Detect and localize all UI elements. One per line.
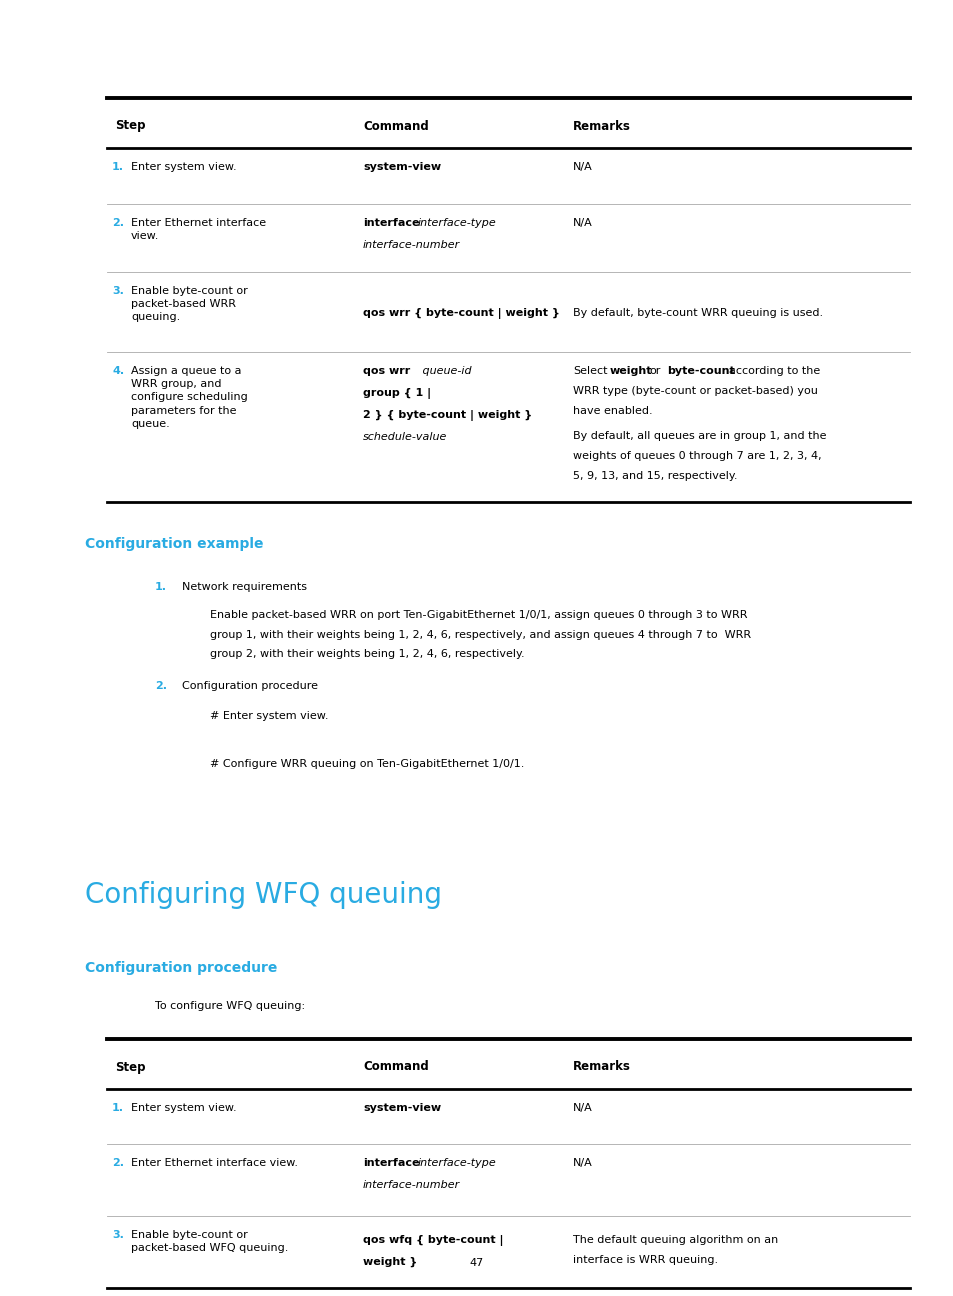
Text: N/A: N/A xyxy=(573,162,592,172)
Text: 3.: 3. xyxy=(112,286,124,295)
Text: weight: weight xyxy=(609,365,652,376)
Text: according to the: according to the xyxy=(728,365,820,376)
Text: WRR type (byte-count or packet-based) you: WRR type (byte-count or packet-based) yo… xyxy=(573,386,817,397)
Text: group 1, with their weights being 1, 2, 4, 6, respectively, and assign queues 4 : group 1, with their weights being 1, 2, … xyxy=(210,630,750,639)
Text: queue-id: queue-id xyxy=(418,365,471,376)
Text: interface: interface xyxy=(363,1159,419,1168)
Text: Configuration procedure: Configuration procedure xyxy=(85,962,277,975)
Text: 3.: 3. xyxy=(112,1230,124,1240)
Text: Remarks: Remarks xyxy=(573,119,630,132)
Text: Configuration procedure: Configuration procedure xyxy=(182,680,317,691)
Text: 2.: 2. xyxy=(154,680,167,691)
Text: interface-number: interface-number xyxy=(363,1179,459,1190)
Text: To configure WFQ queuing:: To configure WFQ queuing: xyxy=(154,1001,305,1011)
Text: By default, all queues are in group 1, and the: By default, all queues are in group 1, a… xyxy=(573,432,825,441)
Text: Command: Command xyxy=(363,119,428,132)
Text: 4.: 4. xyxy=(112,365,124,376)
Text: byte-count: byte-count xyxy=(666,365,734,376)
Text: system-view: system-view xyxy=(363,162,440,172)
Text: 2.: 2. xyxy=(112,1159,124,1168)
Text: 5, 9, 13, and 15, respectively.: 5, 9, 13, and 15, respectively. xyxy=(573,470,737,481)
Text: Enable byte-count or
packet-based WRR
queuing.: Enable byte-count or packet-based WRR qu… xyxy=(131,286,248,323)
Text: 1.: 1. xyxy=(154,582,167,592)
Text: 2.: 2. xyxy=(112,218,124,228)
Text: qos wfq { byte-count |: qos wfq { byte-count | xyxy=(363,1235,503,1245)
Text: Enter system view.: Enter system view. xyxy=(131,1103,236,1113)
Text: interface-number: interface-number xyxy=(363,240,459,250)
Text: Command: Command xyxy=(363,1060,428,1073)
Text: system-view: system-view xyxy=(363,1103,440,1113)
Text: 1.: 1. xyxy=(112,1103,124,1113)
Text: N/A: N/A xyxy=(573,1103,592,1113)
Text: Step: Step xyxy=(115,119,146,132)
Text: Assign a queue to a
WRR group, and
configure scheduling
parameters for the
queue: Assign a queue to a WRR group, and confi… xyxy=(131,365,248,429)
Text: # Configure WRR queuing on Ten-GigabitEthernet 1/0/1.: # Configure WRR queuing on Ten-GigabitEt… xyxy=(210,759,524,769)
Text: weight }: weight } xyxy=(363,1257,417,1267)
Text: N/A: N/A xyxy=(573,1159,592,1168)
Text: schedule-value: schedule-value xyxy=(363,432,447,442)
Text: interface: interface xyxy=(363,218,419,228)
Text: weights of queues 0 through 7 are 1, 2, 3, 4,: weights of queues 0 through 7 are 1, 2, … xyxy=(573,451,821,461)
Text: Enter Ethernet interface
view.: Enter Ethernet interface view. xyxy=(131,218,266,241)
Text: interface-type: interface-type xyxy=(417,218,497,228)
Text: or: or xyxy=(648,365,659,376)
Text: interface-type: interface-type xyxy=(417,1159,497,1168)
Text: 47: 47 xyxy=(470,1258,483,1267)
Text: By default, byte-count WRR queuing is used.: By default, byte-count WRR queuing is us… xyxy=(573,308,822,318)
Text: 1.: 1. xyxy=(112,162,124,172)
Text: have enabled.: have enabled. xyxy=(573,406,652,416)
Text: qos wrr { byte-count | weight }: qos wrr { byte-count | weight } xyxy=(363,308,559,319)
Text: Enable byte-count or
packet-based WFQ queuing.: Enable byte-count or packet-based WFQ qu… xyxy=(131,1230,288,1253)
Text: # Enter system view.: # Enter system view. xyxy=(210,712,328,721)
Text: qos wrr: qos wrr xyxy=(363,365,410,376)
Text: 2 } { byte-count | weight }: 2 } { byte-count | weight } xyxy=(363,410,532,421)
Text: group { 1 |: group { 1 | xyxy=(363,388,431,399)
Text: Enter system view.: Enter system view. xyxy=(131,162,236,172)
Text: The default queuing algorithm on an: The default queuing algorithm on an xyxy=(573,1235,778,1245)
Text: N/A: N/A xyxy=(573,218,592,228)
Text: Select: Select xyxy=(573,365,607,376)
Text: Enable packet-based WRR on port Ten-GigabitEthernet 1/0/1, assign queues 0 throu: Enable packet-based WRR on port Ten-Giga… xyxy=(210,610,747,619)
Text: group 2, with their weights being 1, 2, 4, 6, respectively.: group 2, with their weights being 1, 2, … xyxy=(210,649,524,658)
Text: Network requirements: Network requirements xyxy=(182,582,307,592)
Text: Remarks: Remarks xyxy=(573,1060,630,1073)
Text: Configuration example: Configuration example xyxy=(85,537,263,551)
Text: Step: Step xyxy=(115,1060,146,1073)
Text: Configuring WFQ queuing: Configuring WFQ queuing xyxy=(85,881,441,908)
Text: interface is WRR queuing.: interface is WRR queuing. xyxy=(573,1255,718,1265)
Text: Enter Ethernet interface view.: Enter Ethernet interface view. xyxy=(131,1159,297,1168)
